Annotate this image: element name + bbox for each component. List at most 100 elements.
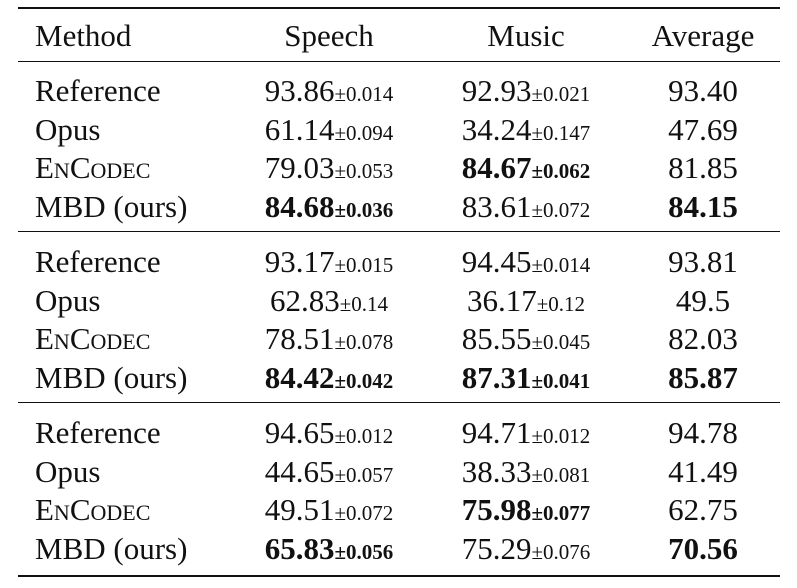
score: 38.33: [461, 453, 532, 489]
speech-cell: 79.03±0.053: [265, 149, 394, 190]
score: 79.03: [264, 150, 335, 185]
speech-cell: 94.65±0.012: [265, 414, 394, 455]
average-cell: 81.85: [668, 150, 738, 185]
std-dev: ±0.041: [531, 368, 591, 393]
std-dev: ±0.078: [334, 330, 394, 354]
method-cell: MBD (ours): [35, 530, 188, 566]
average-cell: 85.87: [668, 359, 738, 395]
average-cell: 84.15: [668, 188, 738, 224]
std-dev: ±0.076: [531, 539, 591, 564]
score: 36.17: [466, 282, 537, 318]
score: 84.68: [264, 188, 335, 224]
score: 44.65: [264, 453, 335, 489]
std-dev: ±0.042: [334, 368, 394, 393]
average-cell: 94.78: [668, 415, 738, 450]
std-dev: ±0.053: [334, 159, 394, 183]
column-header: Music: [487, 18, 565, 53]
std-dev: ±0.12: [536, 291, 586, 316]
music-cell: 75.98±0.077: [462, 491, 591, 532]
music-cell: 34.24±0.147: [462, 111, 591, 152]
score: 94.45: [461, 244, 532, 279]
score: 75.98: [461, 492, 532, 527]
method-cell: Opus: [35, 453, 101, 489]
average-cell: 49.5: [675, 282, 731, 318]
speech-cell: 65.83±0.056: [265, 530, 394, 571]
method-cell: MBD (ours): [35, 188, 188, 224]
speech-cell: 93.86±0.014: [265, 72, 394, 113]
score: 75.29: [461, 530, 532, 566]
score: 93.86: [264, 73, 335, 108]
speech-cell: 84.68±0.036: [265, 188, 394, 229]
std-dev: ±0.094: [334, 120, 394, 145]
column-header: Method: [35, 18, 132, 53]
group-rule: [18, 231, 780, 232]
method-cell: Opus: [35, 282, 101, 318]
speech-cell: 93.17±0.015: [265, 243, 394, 284]
score: 84.67: [461, 150, 532, 185]
std-dev: ±0.045: [531, 330, 591, 354]
method-cell: MBD (ours): [35, 359, 188, 395]
speech-cell: 84.42±0.042: [265, 359, 394, 400]
score: 84.42: [264, 359, 335, 395]
music-cell: 38.33±0.081: [462, 453, 591, 494]
music-cell: 94.45±0.014: [462, 243, 591, 284]
music-cell: 85.55±0.045: [462, 320, 591, 361]
score: 49.51: [264, 492, 335, 527]
std-dev: ±0.062: [531, 159, 591, 183]
score: 94.65: [264, 415, 335, 450]
std-dev: ±0.014: [334, 82, 394, 106]
music-cell: 92.93±0.021: [462, 72, 591, 113]
score: 65.83: [264, 530, 335, 566]
average-cell: 93.40: [668, 73, 738, 108]
column-header: Speech: [284, 18, 374, 53]
score: 61.14: [264, 111, 335, 147]
score: 62.83: [269, 282, 340, 318]
speech-cell: 78.51±0.078: [265, 320, 394, 361]
music-cell: 94.71±0.012: [462, 414, 591, 455]
std-dev: ±0.015: [334, 253, 394, 277]
method-cell: Reference: [35, 244, 161, 279]
score: 85.55: [461, 321, 532, 356]
music-cell: 83.61±0.072: [462, 188, 591, 229]
method-cell: Reference: [35, 415, 161, 450]
music-cell: 36.17±0.12: [467, 282, 585, 323]
score: 83.61: [461, 188, 532, 224]
std-dev: ±0.021: [531, 82, 591, 106]
method-cell: EnCodec: [35, 150, 151, 185]
score: 78.51: [264, 321, 335, 356]
bottom-rule: [18, 575, 780, 577]
speech-cell: 61.14±0.094: [265, 111, 394, 152]
score: 92.93: [461, 73, 532, 108]
method-cell: Reference: [35, 73, 161, 108]
speech-cell: 44.65±0.057: [265, 453, 394, 494]
average-cell: 41.49: [668, 453, 738, 489]
std-dev: ±0.014: [531, 253, 591, 277]
std-dev: ±0.147: [531, 120, 591, 145]
music-cell: 87.31±0.041: [462, 359, 591, 400]
music-cell: 75.29±0.076: [462, 530, 591, 571]
std-dev: ±0.012: [334, 424, 394, 448]
score: 94.71: [461, 415, 532, 450]
method-cell: Opus: [35, 111, 101, 147]
average-cell: 62.75: [668, 492, 738, 527]
average-cell: 93.81: [668, 244, 738, 279]
std-dev: ±0.012: [531, 424, 591, 448]
average-cell: 70.56: [668, 530, 738, 566]
std-dev: ±0.14: [339, 291, 389, 316]
std-dev: ±0.072: [531, 197, 591, 222]
score: 34.24: [461, 111, 532, 147]
score: 87.31: [461, 359, 532, 395]
speech-cell: 62.83±0.14: [270, 282, 388, 323]
speech-cell: 49.51±0.072: [265, 491, 394, 532]
top-rule: [18, 7, 780, 9]
method-cell: EnCodec: [35, 492, 151, 527]
group-rule: [18, 402, 780, 403]
std-dev: ±0.072: [334, 501, 394, 525]
method-cell: EnCodec: [35, 321, 151, 356]
score: 93.17: [264, 244, 335, 279]
average-cell: 82.03: [668, 321, 738, 356]
std-dev: ±0.057: [334, 462, 394, 487]
column-header: Average: [651, 18, 755, 53]
std-dev: ±0.077: [531, 501, 591, 525]
